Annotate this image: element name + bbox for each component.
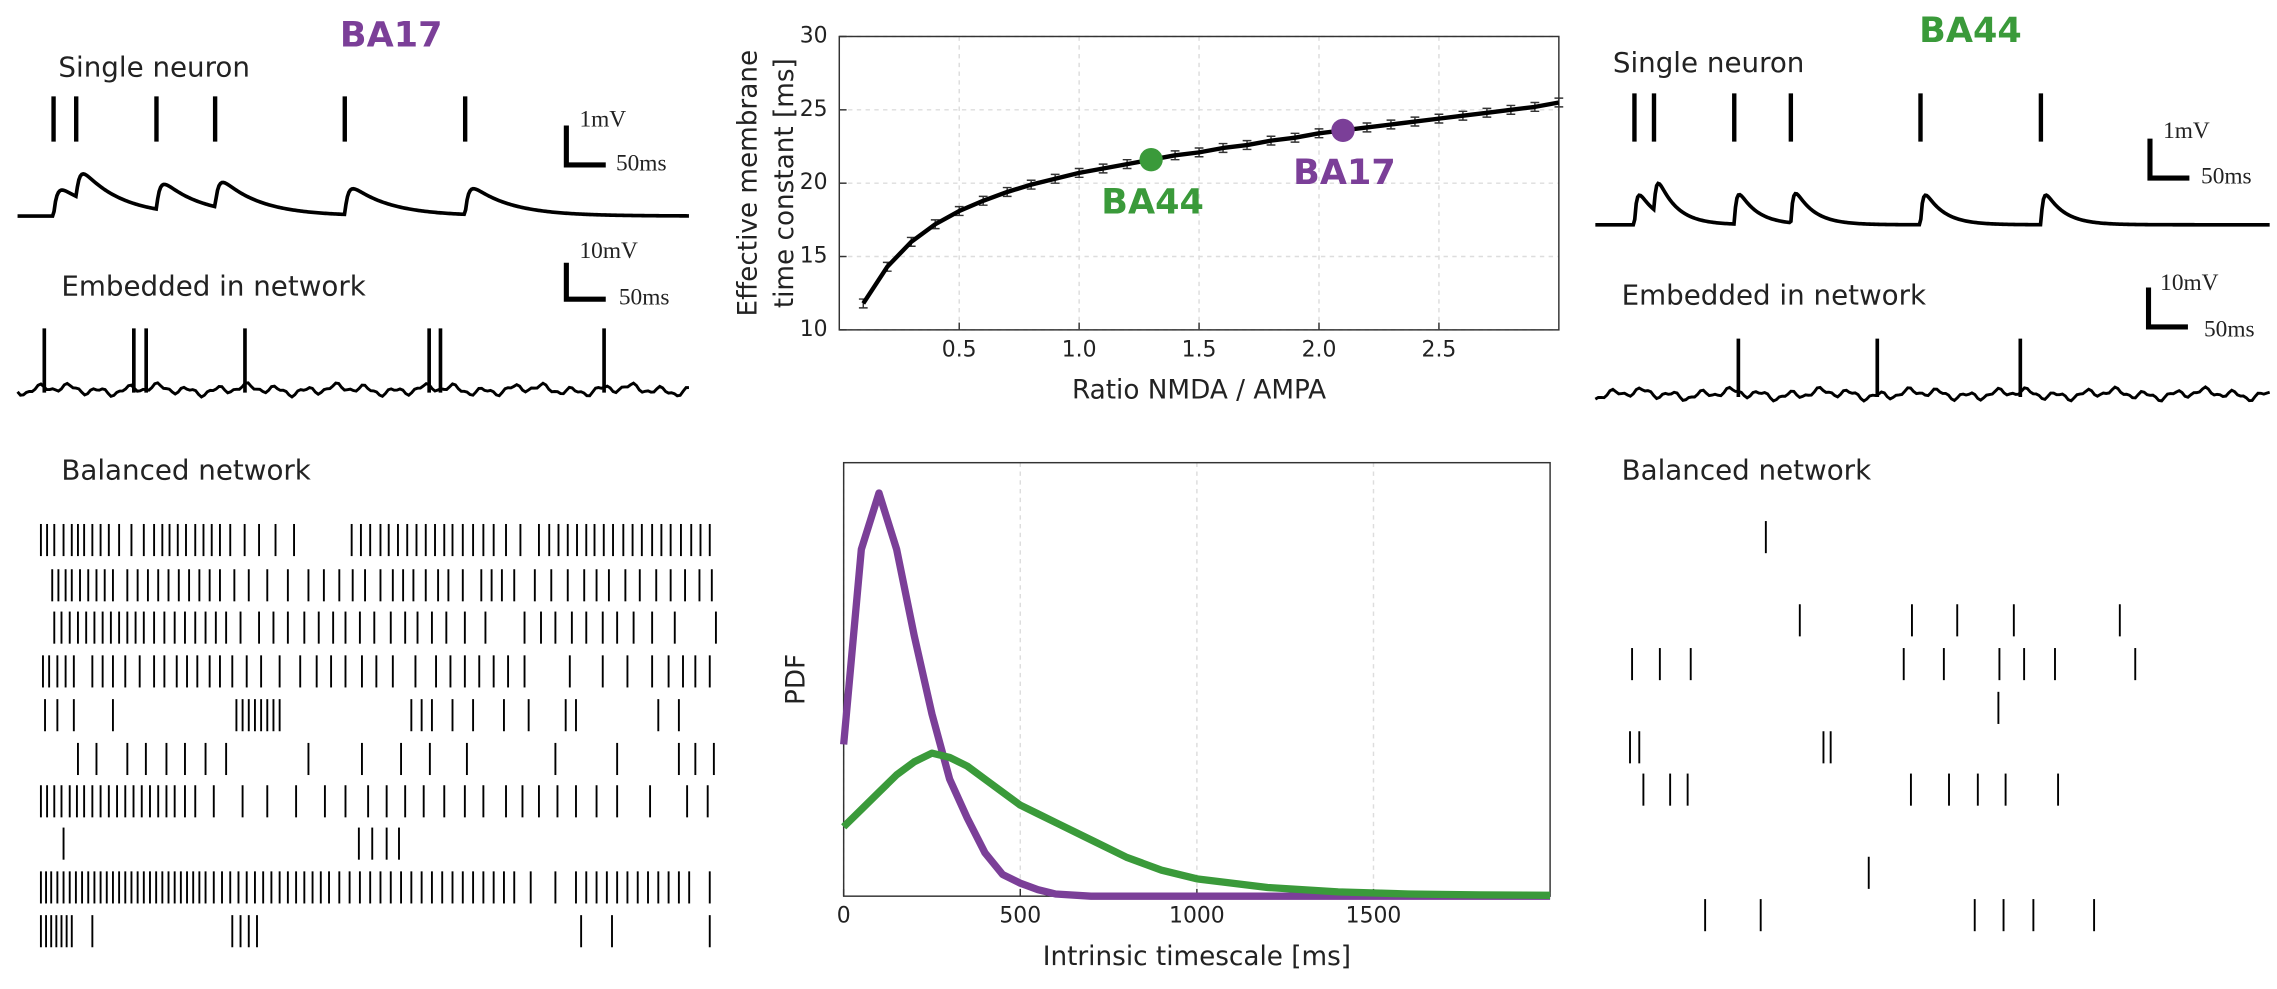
y-tick-label: 15 bbox=[800, 244, 828, 269]
panel-title: BA17 bbox=[340, 14, 443, 55]
series-line bbox=[861, 100, 1560, 305]
voltage-trace bbox=[17, 172, 689, 218]
series-line bbox=[840, 489, 1551, 900]
x-tick-label: 2.5 bbox=[1422, 337, 1457, 362]
panel-title: BA44 bbox=[1919, 10, 2022, 51]
x-tick-label: 1.0 bbox=[1062, 337, 1097, 362]
scale-bar-label: 10mV bbox=[2160, 270, 2219, 296]
y-tick-label: 30 bbox=[800, 23, 828, 48]
scale-bar-label: 50ms bbox=[2204, 317, 2255, 343]
scale-bar bbox=[563, 262, 606, 302]
scale-bar-label: 50ms bbox=[616, 150, 667, 176]
scale-bar-label: 10mV bbox=[579, 238, 638, 264]
scale-bar bbox=[2145, 287, 2188, 330]
y-tick-label: 10 bbox=[800, 317, 828, 342]
scale-bar-label: 50ms bbox=[2201, 163, 2252, 189]
plot-frame bbox=[838, 35, 1560, 331]
x-tick-label: 0.5 bbox=[942, 337, 977, 362]
raster-label: Balanced network bbox=[1622, 453, 1872, 486]
scale-bar-label: 50ms bbox=[619, 285, 670, 311]
trace-label: Single neuron bbox=[58, 51, 250, 84]
y-tick-label: 25 bbox=[800, 97, 828, 122]
annotation-label: BA17 bbox=[1293, 152, 1396, 193]
scale-bar-label: 1mV bbox=[579, 107, 626, 133]
x-tick-label: 2.0 bbox=[1302, 337, 1337, 362]
raster-label: Balanced network bbox=[61, 453, 311, 486]
series-line bbox=[841, 749, 1551, 899]
y-tick-label: 20 bbox=[800, 170, 828, 195]
x-axis-label: Ratio NMDA / AMPA bbox=[1072, 376, 1326, 406]
y-axis-label: PDF bbox=[781, 654, 811, 705]
trace-label: Embedded in network bbox=[61, 270, 365, 303]
voltage-trace bbox=[1595, 181, 2270, 227]
trace-label: Embedded in network bbox=[1622, 278, 1926, 311]
x-axis-label: Intrinsic timescale [ms] bbox=[1043, 942, 1351, 972]
annotation-label: BA44 bbox=[1101, 181, 1204, 222]
x-tick-label: 0 bbox=[837, 904, 851, 929]
voltage-trace bbox=[1594, 385, 2271, 403]
y-axis-label: Effective membrane bbox=[733, 50, 763, 317]
voltage-trace bbox=[16, 381, 689, 399]
x-tick-label: 1500 bbox=[1346, 904, 1402, 929]
x-tick-label: 1.5 bbox=[1182, 337, 1217, 362]
scale-bar-label: 1mV bbox=[2163, 118, 2210, 144]
annotation-point bbox=[1331, 118, 1355, 143]
scale-bar bbox=[2147, 138, 2190, 181]
y-axis-label: time constant [ms] bbox=[770, 58, 800, 308]
x-tick-label: 500 bbox=[999, 904, 1041, 929]
scale-bar bbox=[563, 125, 606, 168]
annotation-point bbox=[1139, 148, 1163, 172]
x-tick-label: 1000 bbox=[1169, 904, 1225, 929]
trace-label: Single neuron bbox=[1613, 46, 1805, 79]
